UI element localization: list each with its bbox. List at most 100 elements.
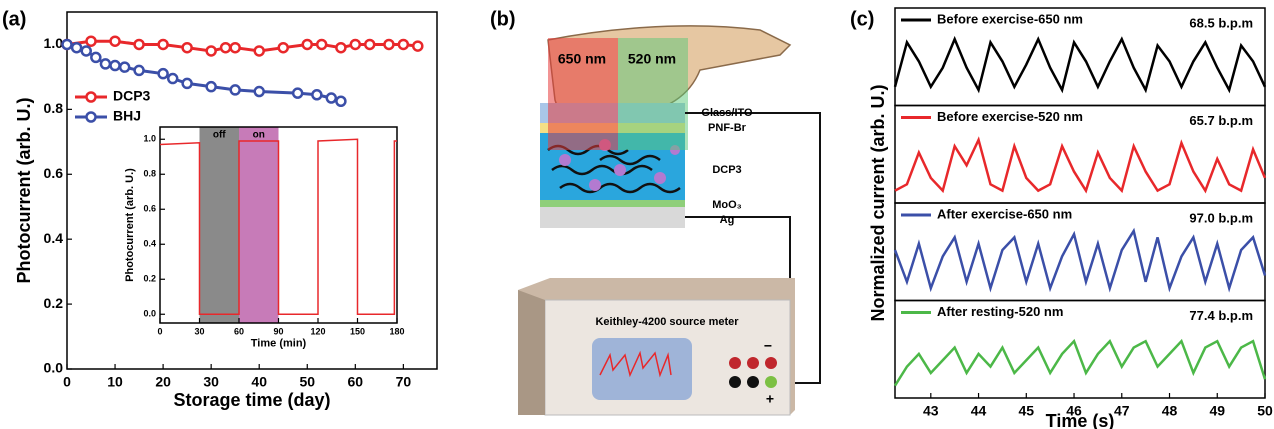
legend-label: BHJ	[113, 108, 141, 124]
x-tick-label: 45	[1019, 403, 1035, 419]
legend-label: DCP3	[113, 88, 151, 104]
panel-label: (a)	[2, 8, 26, 30]
wire-top	[685, 112, 821, 384]
rate-annotation: 68.5 b.p.m	[1189, 15, 1253, 30]
y-tick-label: 1.0	[143, 134, 156, 144]
plot-frame	[66, 11, 438, 370]
x-tick-label: 47	[1114, 403, 1130, 419]
x-tick-label: 150	[350, 326, 365, 336]
data-point	[205, 45, 217, 57]
data-point	[253, 85, 265, 98]
y-tick-label: 0.0	[143, 309, 156, 319]
wavelength: 520 nm	[628, 51, 676, 67]
y-tick-label: 0.8	[143, 169, 156, 179]
wavelength: 650 nm	[558, 51, 606, 67]
layer-label: Glass/ITO	[701, 107, 753, 119]
shaded-region	[199, 127, 239, 323]
data-point	[311, 89, 323, 101]
data-point	[363, 38, 376, 51]
data-line	[893, 227, 1267, 293]
terminal-label: +	[766, 391, 774, 407]
screen-trace	[599, 350, 672, 378]
y-tick-label: 0.4	[143, 239, 156, 249]
data-point	[229, 84, 241, 96]
x-tick-label: 43	[923, 403, 939, 419]
data-point	[325, 92, 338, 104]
y-tick-label: 0.2	[44, 295, 64, 311]
light-650	[548, 38, 618, 150]
layer-ag	[540, 207, 685, 228]
meter-screen	[592, 338, 692, 400]
light-520	[618, 38, 688, 150]
data-point	[133, 64, 145, 77]
data-point	[118, 61, 131, 73]
data-point	[383, 38, 395, 51]
region-label: on	[253, 130, 265, 141]
x-tick-label: 20	[155, 374, 171, 390]
y-axis-title: Photocurrent (arb. U.)	[14, 97, 34, 283]
series-label: Before exercise-650 nm	[937, 11, 1083, 26]
data-point	[291, 87, 304, 99]
region-label: off	[213, 130, 226, 141]
data-point	[157, 67, 169, 80]
y-tick-label: 0.6	[143, 204, 156, 214]
x-tick-label: 180	[389, 326, 404, 336]
y-tick-label: 1.0	[44, 35, 64, 51]
x-tick-label: 48	[1162, 403, 1178, 419]
shaded-region	[239, 127, 279, 323]
data-line	[159, 138, 397, 315]
data-point	[219, 41, 232, 54]
x-tick-label: 0	[63, 374, 71, 390]
series-label: After exercise-650 nm	[937, 206, 1072, 221]
data-point	[85, 35, 97, 47]
y-tick-label: 0.2	[143, 274, 156, 284]
y-axis-title: Normalized current (arb. U.)	[868, 84, 888, 321]
y-tick-label: 0.8	[44, 100, 64, 116]
data-point	[90, 51, 102, 64]
series-label: Before exercise-520 nm	[937, 109, 1083, 124]
instrument-label: Keithley-4200 source meter	[595, 316, 739, 328]
data-point	[61, 38, 73, 51]
data-point	[157, 38, 169, 51]
layer-label: PNF-Br	[708, 122, 747, 134]
data-point	[166, 72, 179, 85]
panel-label: (c)	[850, 8, 874, 30]
legend-marker	[85, 111, 97, 123]
y-tick-label: 0.6	[44, 165, 64, 181]
data-point	[315, 38, 328, 51]
x-tick-label: 70	[396, 374, 412, 390]
data-point	[109, 35, 121, 47]
legend-marker	[85, 91, 97, 103]
x-axis-title: Time (s)	[1046, 411, 1115, 429]
x-tick-label: 30	[203, 374, 219, 390]
device-diagram: (b) 650 nm 520 nm Glass/ITO PNF-Br DCP3 …	[490, 8, 821, 416]
y-axis-title: Photocurrent (arb. U.)	[124, 168, 136, 282]
x-tick-label: 30	[194, 326, 204, 336]
data-point	[205, 80, 217, 93]
data-line	[894, 136, 1267, 194]
terminal-label: −	[764, 338, 772, 354]
layer-moo3	[540, 200, 685, 207]
data-point	[80, 45, 92, 57]
series-label: After resting-520 nm	[937, 304, 1063, 319]
data-point	[277, 41, 289, 54]
x-tick-label: 49	[1209, 403, 1225, 419]
x-tick-label: 10	[107, 374, 123, 390]
data-point	[349, 38, 362, 51]
x-tick-label: 44	[971, 403, 987, 419]
y-tick-label: 0.4	[44, 230, 64, 246]
x-tick-label: 50	[299, 374, 315, 390]
data-point	[109, 59, 121, 72]
data-point	[99, 58, 112, 70]
x-tick-label: 120	[310, 326, 325, 336]
data-point	[253, 45, 265, 57]
data-point	[335, 41, 347, 54]
meter-side	[518, 290, 545, 415]
data-point	[397, 38, 410, 51]
x-axis-title: Storage time (day)	[173, 390, 330, 410]
data-point	[229, 41, 241, 54]
layer-label: DCP3	[712, 164, 741, 176]
data-line	[893, 338, 1267, 387]
rate-annotation: 77.4 b.p.m	[1189, 308, 1253, 323]
